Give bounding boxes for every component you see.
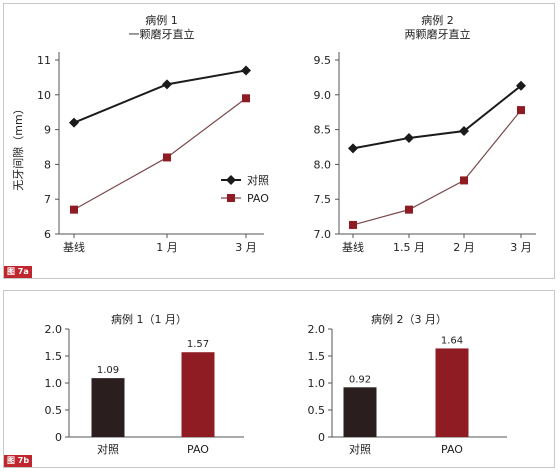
bar1-0-category-label: 对照 — [349, 442, 371, 456]
bar0-0-category-label: 对照 — [97, 442, 119, 456]
chart1-series-0-point — [348, 143, 358, 154]
chart1-series-1-line — [352, 109, 522, 226]
chart1-series-1-point — [460, 176, 468, 185]
chart0-series-1-line — [73, 97, 247, 211]
bar-charts-svg: 病例 1（1 月） 0 0.5 1.0 1.5 2.0 1.09 对照 1.57 PAO 病例 2（… — [45, 312, 507, 456]
chart0-series-0-point — [241, 65, 251, 76]
chart1-title: 病例 2 — [421, 13, 454, 27]
chart1-y-tick-label: 9.5 — [314, 54, 332, 67]
bar0-y-tick-label: 2.0 — [45, 323, 63, 336]
chart0-y-tick-label: 8 — [44, 158, 51, 171]
chart0-series-0-line — [73, 69, 247, 124]
chart0-series-0-point — [69, 117, 79, 128]
chart0-x-tick-label: 1 月 — [156, 241, 178, 254]
chart0-y-tick-label: 9 — [44, 124, 51, 137]
figure-7a-tag: 图 7a — [4, 266, 32, 278]
figure-7b-panel: 病例 1（1 月） 0 0.5 1.0 1.5 2.0 1.09 对照 1.57 PAO 病例 2（… — [3, 290, 555, 468]
chart0-x-tick-label: 基线 — [63, 240, 85, 254]
chart0-title: 病例 1 — [145, 13, 178, 27]
legend-control-label: 对照 — [247, 173, 269, 187]
bar1-0-data-label: 0.92 — [349, 374, 371, 385]
chart1-x-tick-label: 2 月 — [453, 241, 475, 254]
bar1-1-data-label: 1.64 — [441, 335, 463, 346]
chart1-x-tick-label: 3 月 — [510, 241, 532, 254]
bar1-y-tick-label: 1.0 — [308, 377, 326, 390]
bar0-y-tick-label: 0 — [55, 431, 62, 444]
bar0-0 — [91, 378, 125, 437]
bar0-y-tick-label: 1.0 — [45, 377, 63, 390]
chart1-y-tick-label: 8.0 — [314, 158, 332, 171]
bar1-y-tick-label: 0.5 — [308, 404, 326, 417]
bar1-0 — [343, 387, 377, 437]
chart1-series-1-point — [517, 106, 525, 115]
chart0-x-tick-label: 3 月 — [235, 241, 257, 254]
chart0-y-tick-label: 10 — [37, 89, 51, 102]
y-axis-label: 无牙间隙（mm） — [11, 103, 25, 190]
chart1-series-0-point — [404, 132, 414, 143]
bar1-y-tick-label: 2.0 — [308, 323, 326, 336]
chart1-subtitle: 两颗磨牙直立 — [405, 27, 471, 41]
legend-control-marker — [226, 175, 236, 185]
chart0-y-tick-label: 7 — [44, 193, 51, 206]
chart1-y-tick-label: 9.0 — [314, 89, 332, 102]
chart1-series-0-point — [516, 80, 526, 91]
chart1-x-tick-label: 基线 — [342, 240, 364, 254]
chart0-series-1-point — [242, 94, 250, 103]
bar1-y-tick-label: 1.5 — [308, 350, 326, 363]
chart1-y-tick-label: 8.5 — [314, 124, 332, 137]
chart0-y-tick-label: 11 — [37, 54, 51, 67]
bar1-title: 病例 2（3 月） — [371, 312, 447, 326]
chart1-series-0-point — [459, 125, 469, 136]
figure-7b-tag: 图 7b — [4, 455, 33, 467]
chart1-series-1-point — [405, 205, 413, 214]
chart1-y-tick-label: 7.0 — [314, 228, 332, 241]
bar0-title: 病例 1（1 月） — [111, 312, 187, 326]
chart0-series-0-point — [162, 79, 172, 90]
bar0-0-data-label: 1.09 — [97, 365, 119, 376]
figure-7a-panel: 病例 1 一颗磨牙直立 6 7 8 9 10 11 基线 1 月 3 月 病例 2 两颗磨牙直立 7.0 7… — [3, 3, 555, 279]
chart1-series-1-point — [349, 220, 357, 229]
bar0-y-tick-label: 0.5 — [45, 404, 63, 417]
chart1-series-0-line — [352, 84, 522, 150]
bar0-1 — [181, 352, 215, 437]
chart1-y-tick-label: 7.5 — [314, 193, 332, 206]
chart0-series-1-point — [70, 205, 78, 214]
chart1-x-tick-label: 1.5 月 — [393, 241, 425, 254]
bar0-y-tick-label: 1.5 — [45, 350, 63, 363]
legend-pao-marker — [227, 194, 235, 202]
bar1-1-category-label: PAO — [441, 443, 463, 456]
bar0-1-category-label: PAO — [187, 443, 209, 456]
bar0-1-data-label: 1.57 — [187, 339, 209, 350]
chart0-series-1-point — [163, 153, 171, 162]
chart0-subtitle: 一颗磨牙直立 — [129, 27, 195, 41]
bar1-y-tick-label: 0 — [318, 431, 325, 444]
bar1-1 — [435, 348, 469, 437]
chart0-y-tick-label: 6 — [44, 228, 51, 241]
legend-pao-label: PAO — [247, 192, 269, 205]
